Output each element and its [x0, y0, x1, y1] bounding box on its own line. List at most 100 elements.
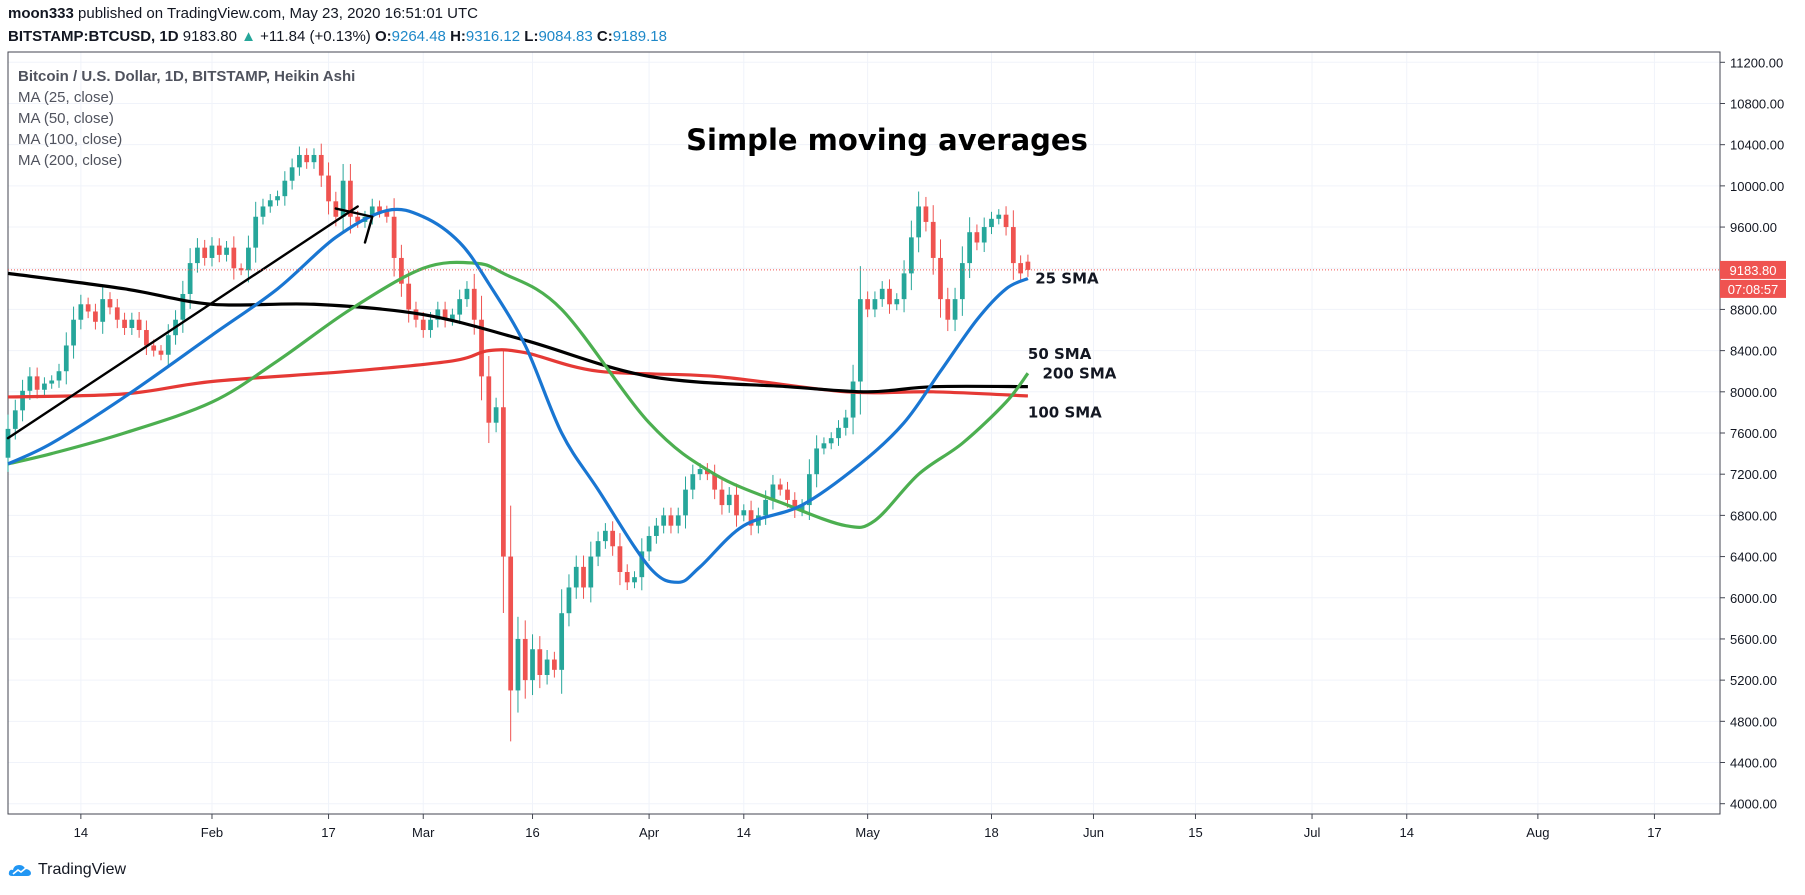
low-label: L: — [524, 28, 539, 45]
candle-body — [442, 309, 448, 320]
y-tick-label: 4000.00 — [1730, 797, 1777, 812]
x-tick-label: Feb — [201, 825, 223, 840]
y-tick-label: 10400.00 — [1730, 138, 1784, 153]
candle-body — [712, 474, 718, 490]
x-axis: 14 Feb 17 Mar 16 Apr 14 May 18 Jun 15 Jul 14 Aug 17 — [74, 814, 1662, 840]
candle-body — [464, 288, 470, 300]
legend-ma-25[interactable]: MA (25, close) — [18, 89, 114, 106]
candle-body — [318, 154, 324, 176]
price-tag-label: 9183.80 — [1730, 263, 1777, 278]
tradingview-brand[interactable]: TradingView — [8, 861, 126, 879]
candle-body — [5, 428, 11, 458]
candle-body — [748, 510, 754, 526]
open-label: O: — [374, 28, 392, 45]
candle-body — [114, 307, 120, 320]
candle-body — [952, 299, 958, 320]
candle-body — [777, 484, 783, 490]
candle-body — [238, 268, 244, 271]
y-tick-label: 6800.00 — [1730, 508, 1777, 523]
candle-body — [348, 180, 353, 217]
candle-body — [1010, 227, 1016, 264]
candle-body — [763, 499, 769, 516]
legend-ma-100[interactable]: MA (100, close) — [18, 131, 123, 148]
sma-annotation: 200 SMA — [1042, 364, 1116, 382]
x-tick-label: 14 — [1400, 825, 1414, 840]
candle-body — [399, 257, 404, 284]
author-name[interactable]: moon333 — [8, 5, 74, 22]
y-tick-label: 10800.00 — [1730, 96, 1784, 111]
low-value: 9084.83 — [538, 28, 593, 45]
y-tick-label: 10000.00 — [1730, 179, 1784, 194]
legend-ma-50[interactable]: MA (50, close) — [18, 110, 114, 127]
candle-body — [384, 211, 390, 217]
change-arrow-icon: ▲ — [241, 28, 256, 45]
candle-body — [165, 335, 171, 355]
y-tick-label: 8800.00 — [1730, 302, 1777, 317]
symbol-label: BITSTAMP:BTCUSD, 1D — [8, 28, 179, 45]
y-tick-label: 6000.00 — [1730, 591, 1777, 606]
candle-body — [78, 304, 84, 320]
candle-body — [566, 587, 572, 614]
candle-body — [34, 376, 40, 390]
candle-body — [945, 299, 951, 320]
candle-body — [879, 288, 885, 300]
candle-body — [49, 380, 55, 384]
candle-body — [93, 311, 98, 322]
candle-body — [617, 546, 623, 573]
candle-body — [872, 299, 878, 310]
x-tick-label: Apr — [639, 825, 660, 840]
candle-body — [246, 247, 251, 271]
candle-body — [974, 232, 980, 243]
candle-body — [661, 515, 667, 526]
sma-line-50 — [7, 260, 1030, 530]
x-tick-label: 17 — [321, 825, 335, 840]
candle-body — [1003, 214, 1009, 228]
candle-body — [581, 566, 586, 588]
legend-main-title[interactable]: Bitcoin / U.S. Dollar, 1D, BITSTAMP, Hei… — [18, 68, 356, 85]
x-tick-label: 14 — [74, 825, 88, 840]
y-tick-label: 5600.00 — [1730, 632, 1777, 647]
high-label: H: — [450, 28, 466, 45]
candle-body — [573, 566, 579, 588]
candle-body — [304, 154, 310, 163]
candle-body — [610, 530, 616, 547]
legend-ma-200[interactable]: MA (200, close) — [18, 152, 123, 169]
candle-body — [260, 206, 266, 217]
change-value: +11.84 (+0.13%) — [260, 28, 371, 45]
chart-title: Simple moving averages — [686, 123, 1088, 157]
candle-body — [71, 319, 76, 346]
candle-body — [122, 319, 127, 328]
candle-body — [297, 154, 302, 168]
chart-grid — [8, 52, 1720, 814]
sma-annotation: 50 SMA — [1028, 345, 1092, 363]
high-value: 9316.12 — [465, 28, 521, 45]
trendline — [6, 205, 359, 440]
candle-body — [1025, 261, 1031, 270]
y-tick-label: 7200.00 — [1730, 467, 1777, 482]
candle-body — [450, 314, 455, 320]
candle-body — [530, 649, 535, 681]
candle-body — [624, 572, 630, 583]
candle-body — [391, 216, 397, 258]
candle-body — [916, 206, 922, 238]
sma-annotation: 100 SMA — [1028, 404, 1102, 422]
candle-body — [180, 293, 186, 320]
candle-body — [595, 541, 601, 557]
candle-body — [471, 288, 477, 320]
candle-body — [253, 216, 259, 248]
candle-body — [981, 227, 987, 243]
candle-body — [129, 319, 135, 328]
x-tick-label: 16 — [525, 825, 539, 840]
candle-body — [850, 381, 856, 418]
candle-body — [901, 273, 907, 300]
candle-body — [865, 299, 871, 310]
candle-body — [908, 237, 914, 274]
candle-body — [989, 218, 994, 228]
x-tick-label: May — [855, 825, 880, 840]
close-value: 9189.18 — [612, 28, 667, 45]
sma-layer — [7, 207, 1030, 584]
candle-body — [828, 438, 834, 444]
candle-body — [836, 427, 841, 439]
